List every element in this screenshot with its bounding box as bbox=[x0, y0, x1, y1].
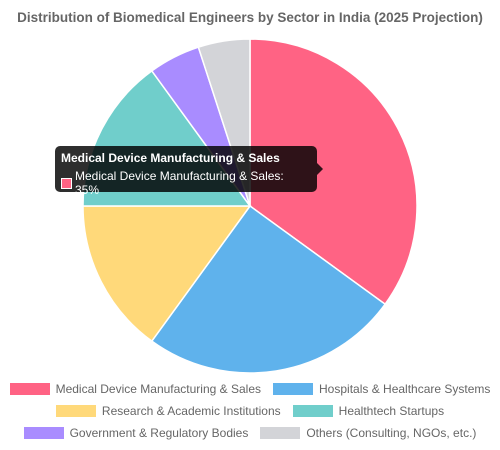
chart-tooltip: Medical Device Manufacturing & Sales Med… bbox=[55, 146, 323, 197]
legend-item-others[interactable]: Others (Consulting, NGOs, etc.) bbox=[260, 426, 476, 440]
legend-label: Research & Academic Institutions bbox=[101, 404, 281, 418]
legend-row-3: Government & Regulatory Bodies Others (C… bbox=[0, 426, 500, 440]
legend-swatch bbox=[55, 405, 96, 417]
legend-swatch bbox=[260, 427, 301, 439]
legend-row-1: Medical Device Manufacturing & Sales Hos… bbox=[0, 382, 500, 396]
chart-title: Distribution of Biomedical Engineers by … bbox=[17, 10, 483, 25]
slice-hospitals[interactable] bbox=[150, 204, 387, 374]
legend-row-2: Research & Academic Institutions Healtht… bbox=[0, 404, 500, 418]
legend-item-hospitals[interactable]: Hospitals & Healthcare Systems bbox=[273, 382, 490, 396]
legend-label: Hospitals & Healthcare Systems bbox=[319, 382, 491, 396]
legend-item-medical-devices[interactable]: Medical Device Manufacturing & Sales bbox=[9, 382, 262, 396]
legend-label: Healthtech Startups bbox=[338, 404, 445, 418]
slice-research[interactable] bbox=[82, 205, 252, 343]
tooltip-title: Medical Device Manufacturing & Sales bbox=[61, 151, 280, 165]
tooltip-body: Medical Device Manufacturing & Sales: 35… bbox=[61, 169, 311, 197]
legend-item-healthtech[interactable]: Healthtech Startups bbox=[292, 404, 445, 418]
legend-label: Others (Consulting, NGOs, etc.) bbox=[306, 426, 477, 440]
legend-item-research[interactable]: Research & Academic Institutions bbox=[55, 404, 281, 418]
legend-swatch bbox=[292, 405, 333, 417]
legend-swatch bbox=[273, 383, 314, 395]
legend-label: Government & Regulatory Bodies bbox=[69, 426, 249, 440]
legend-swatch bbox=[9, 383, 50, 395]
slice-medical-devices[interactable] bbox=[249, 38, 418, 306]
tooltip-text: Medical Device Manufacturing & Sales: 35… bbox=[75, 169, 284, 197]
legend-swatch bbox=[23, 427, 64, 439]
tooltip-swatch bbox=[61, 177, 72, 189]
legend-item-government[interactable]: Government & Regulatory Bodies bbox=[23, 426, 249, 440]
legend-label: Medical Device Manufacturing & Sales bbox=[55, 382, 262, 396]
